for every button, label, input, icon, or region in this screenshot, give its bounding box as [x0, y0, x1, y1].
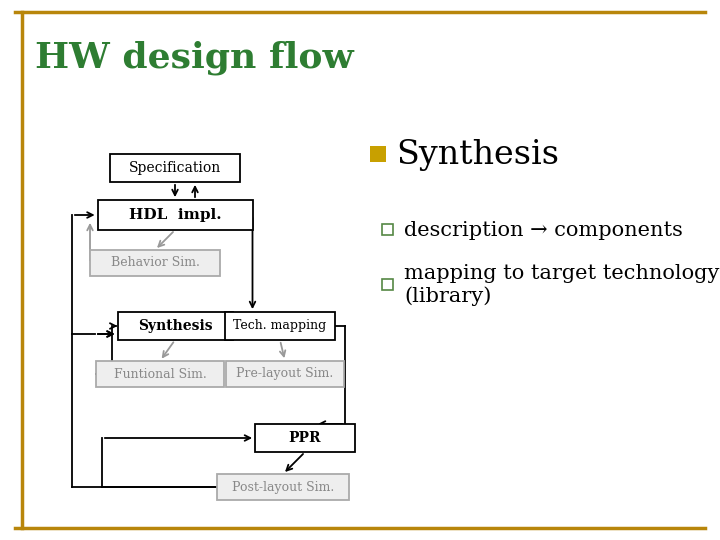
Text: description → components: description → components	[404, 220, 683, 240]
Text: mapping to target technology
(library): mapping to target technology (library)	[404, 264, 719, 306]
FancyBboxPatch shape	[382, 279, 393, 290]
FancyBboxPatch shape	[255, 424, 355, 452]
Text: Pre-layout Sim.: Pre-layout Sim.	[236, 368, 333, 381]
Text: HDL  impl.: HDL impl.	[129, 208, 221, 222]
FancyBboxPatch shape	[90, 250, 220, 276]
Text: Synthesis: Synthesis	[138, 319, 212, 333]
Text: Tech. mapping: Tech. mapping	[233, 320, 327, 333]
Text: Specification: Specification	[129, 161, 221, 175]
FancyBboxPatch shape	[97, 200, 253, 230]
FancyBboxPatch shape	[225, 312, 335, 340]
Text: Synthesis: Synthesis	[396, 139, 559, 171]
Text: PPR: PPR	[289, 431, 321, 445]
FancyBboxPatch shape	[217, 474, 349, 500]
FancyBboxPatch shape	[110, 154, 240, 182]
FancyBboxPatch shape	[117, 312, 233, 340]
FancyBboxPatch shape	[382, 224, 393, 235]
FancyBboxPatch shape	[226, 361, 344, 387]
Text: Behavior Sim.: Behavior Sim.	[111, 256, 199, 269]
FancyBboxPatch shape	[96, 361, 224, 387]
Text: Funtional Sim.: Funtional Sim.	[114, 368, 207, 381]
Text: HW design flow: HW design flow	[35, 40, 354, 75]
FancyBboxPatch shape	[370, 146, 386, 162]
Text: Post-layout Sim.: Post-layout Sim.	[232, 481, 334, 494]
